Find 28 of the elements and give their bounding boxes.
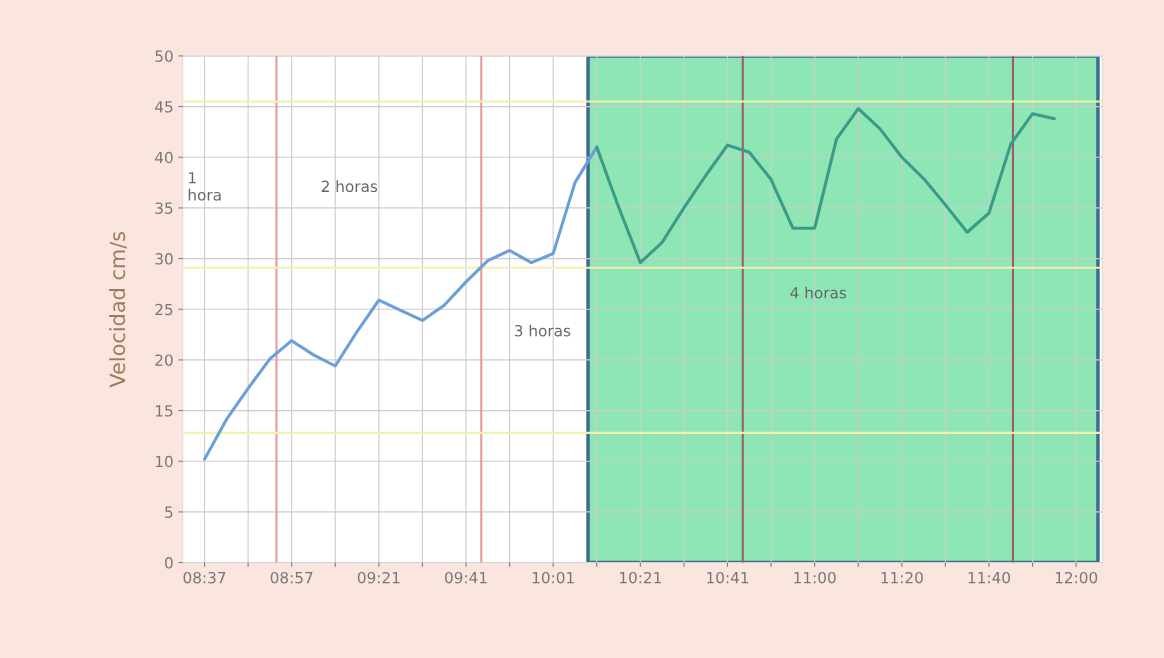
x-tick-label: 11:20 bbox=[881, 571, 923, 584]
y-tick-label: 20 bbox=[155, 354, 173, 366]
x-tick-label: 12:00 bbox=[1055, 571, 1098, 584]
annotation: 4 horas bbox=[790, 286, 847, 299]
y-tick-label: 45 bbox=[155, 101, 173, 113]
y-tick-label: 30 bbox=[155, 253, 173, 265]
x-tick-label: 10:41 bbox=[707, 571, 749, 584]
x-tick-label: 10:21 bbox=[620, 571, 661, 584]
y-axis-title: Velocidad cm/s bbox=[109, 231, 127, 388]
y-tick-label: 50 bbox=[155, 50, 173, 62]
x-tick-label: 11:00 bbox=[794, 571, 836, 584]
y-tick-label: 10 bbox=[155, 455, 173, 468]
y-tick-label: 5 bbox=[165, 506, 173, 518]
x-tick-label: 09:41 bbox=[445, 571, 487, 584]
x-tick-label: 08:37 bbox=[183, 571, 226, 584]
x-tick-label: 09:21 bbox=[357, 571, 400, 584]
y-tick-label: 40 bbox=[155, 151, 173, 164]
annotation: 1 hora bbox=[188, 172, 221, 201]
y-tick-label: 15 bbox=[155, 405, 173, 417]
y-tick-label: 25 bbox=[155, 303, 173, 316]
x-tick-label: 08:57 bbox=[270, 571, 313, 584]
annotation: 3 horas bbox=[514, 324, 571, 337]
annotation: 2 horas bbox=[321, 180, 378, 193]
line-series bbox=[595, 107, 1056, 265]
x-tick-label: 10:01 bbox=[532, 571, 574, 584]
x-tick-label: 11:40 bbox=[968, 571, 1010, 584]
y-tick-label: 35 bbox=[155, 202, 173, 214]
y-tick-label: 0 bbox=[165, 557, 173, 569]
